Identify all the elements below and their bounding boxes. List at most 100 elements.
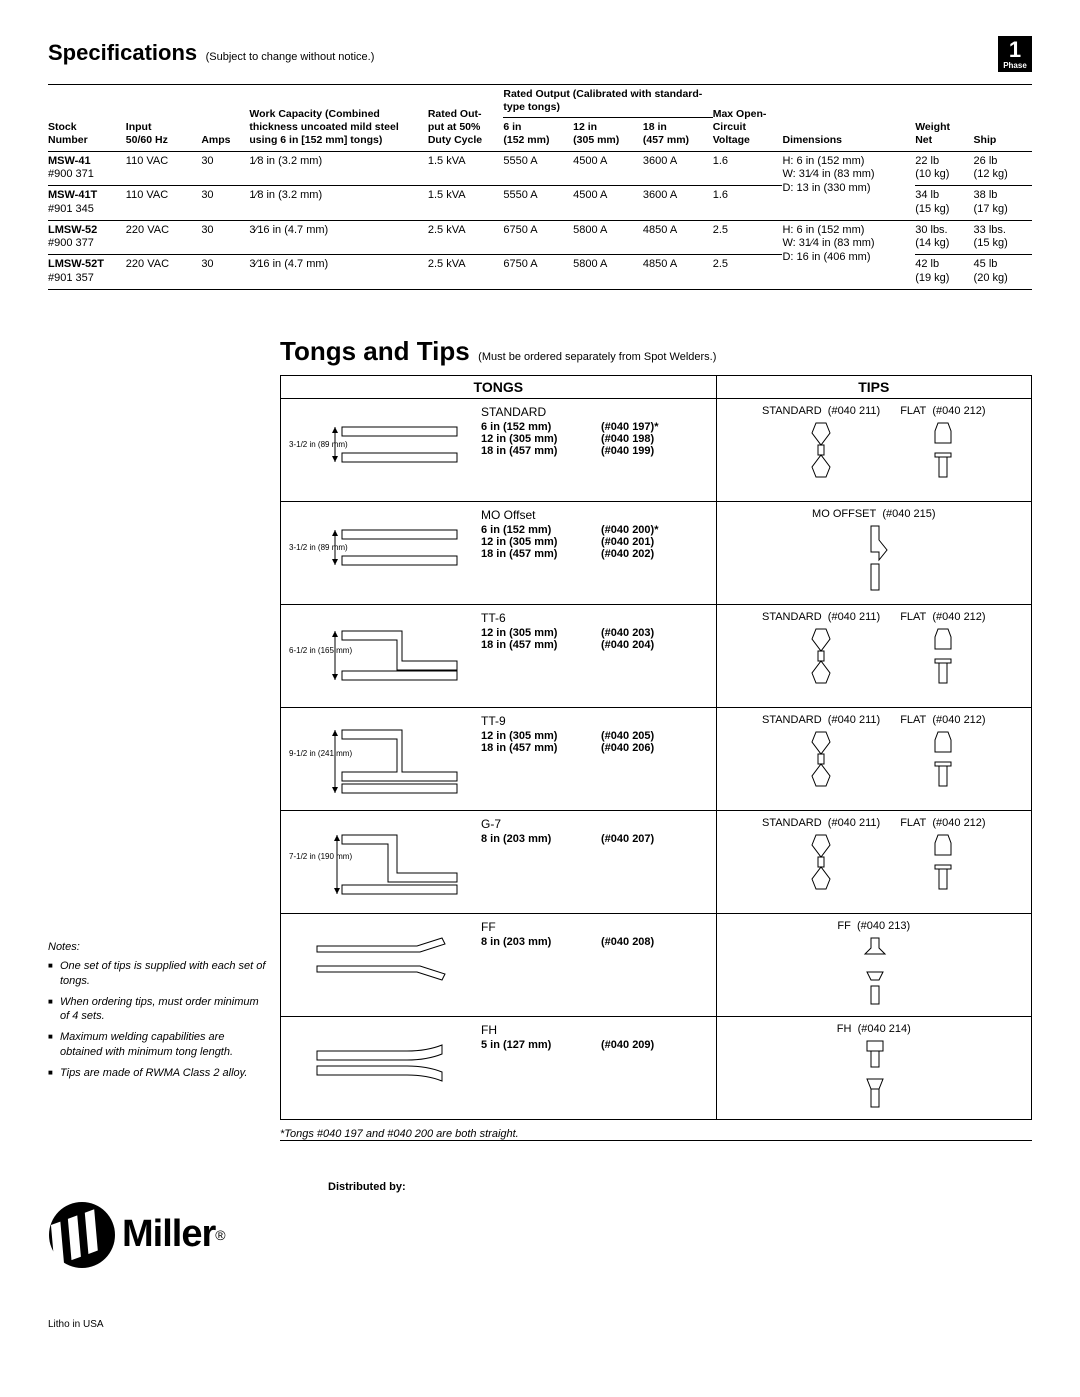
cell-amps: 30 bbox=[201, 151, 249, 186]
cell-rated: 1.5 kVA bbox=[428, 151, 504, 186]
cell-stock: MSW-41T#901 345 bbox=[48, 186, 126, 221]
cell-stock: LMSW-52#900 377 bbox=[48, 220, 126, 255]
table-row: 9-1/2 in (241 mm) TT-9 12 in (305 mm)(#0… bbox=[281, 707, 1032, 810]
table-row: 3-1/2 in (89 mm) MO Offset 6 in (152 mm)… bbox=[281, 501, 1032, 604]
col-rated: Rated Out-put at 50%Duty Cycle bbox=[428, 85, 504, 152]
specifications-title: Specifications bbox=[48, 40, 197, 65]
cell-r6: 5550 A bbox=[503, 151, 573, 186]
table-row: MSW-41#900 371 110 VAC 30 1⁄8 in (3.2 mm… bbox=[48, 151, 1032, 186]
tongs-footnote: *Tongs #040 197 and #040 200 are both st… bbox=[280, 1128, 1032, 1140]
cell-input: 220 VAC bbox=[126, 255, 202, 290]
cell-ship: 45 lb(20 kg) bbox=[974, 255, 1032, 290]
col-ratedout-head: Rated Output (Calibrated with standard-t… bbox=[503, 85, 712, 118]
tong-info: G-7 8 in (203 mm)(#040 207) bbox=[481, 817, 654, 845]
tong-name: MO Offset bbox=[481, 508, 659, 522]
tong-diagram: 7-1/2 in (190 mm) bbox=[287, 829, 467, 902]
cell-net: 42 lb(19 kg) bbox=[915, 255, 973, 290]
tong-cell: FF 8 in (203 mm)(#040 208) bbox=[281, 913, 717, 1016]
cell-capacity: 3⁄16 in (4.7 mm) bbox=[249, 255, 427, 290]
cell-rated: 2.5 kVA bbox=[428, 220, 504, 255]
cell-r18: 3600 A bbox=[643, 186, 713, 221]
tip-item: FLAT (#040 212) bbox=[900, 817, 985, 894]
cell-ocv: 1.6 bbox=[713, 186, 783, 221]
notes-block: Notes: One set of tips is supplied with … bbox=[48, 940, 268, 1087]
brand-name: Miller bbox=[122, 1213, 215, 1256]
tip-item: STANDARD (#040 211) bbox=[762, 611, 880, 688]
tips-cell: MO OFFSET (#040 215) bbox=[716, 501, 1031, 604]
col-r12: 12 in(305 mm) bbox=[573, 118, 643, 151]
table-row: 6-1/2 in (165 mm) TT-6 12 in (305 mm)(#0… bbox=[281, 604, 1032, 707]
cell-rated: 2.5 kVA bbox=[428, 255, 504, 290]
footer: Distributed by: Miller® bbox=[48, 1201, 1032, 1269]
tongs-tips-title: Tongs and Tips bbox=[280, 336, 470, 366]
cell-r6: 6750 A bbox=[503, 220, 573, 255]
cell-input: 220 VAC bbox=[126, 220, 202, 255]
svg-text:3-1/2 in (89 mm): 3-1/2 in (89 mm) bbox=[289, 543, 348, 552]
cell-rated: 1.5 kVA bbox=[428, 186, 504, 221]
tong-diagram: 3-1/2 in (89 mm) bbox=[287, 417, 467, 490]
col-ship: Ship bbox=[974, 85, 1032, 152]
notes-title: Notes: bbox=[48, 941, 80, 953]
table-row: 3-1/2 in (89 mm) STANDARD 6 in (152 mm)(… bbox=[281, 398, 1032, 501]
table-row: 7-1/2 in (190 mm) G-7 8 in (203 mm)(#040… bbox=[281, 810, 1032, 913]
tongs-tips-subtitle: (Must be ordered separately from Spot We… bbox=[478, 351, 716, 363]
tong-cell: FH 5 in (127 mm)(#040 209) bbox=[281, 1016, 717, 1119]
note-item: Tips are made of RWMA Class 2 alloy. bbox=[48, 1066, 268, 1081]
col-amps: Amps bbox=[201, 85, 249, 152]
col-tongs: TONGS bbox=[281, 375, 717, 398]
table-row: FF 8 in (203 mm)(#040 208) FF (#040 213) bbox=[281, 913, 1032, 1016]
cell-capacity: 3⁄16 in (4.7 mm) bbox=[249, 220, 427, 255]
cell-dimensions: H: 6 in (152 mm)W: 31⁄4 in (83 mm)D: 16 … bbox=[782, 220, 915, 289]
miller-logo: Miller® bbox=[48, 1201, 226, 1269]
tong-name: TT-9 bbox=[481, 714, 654, 728]
cell-ocv: 2.5 bbox=[713, 255, 783, 290]
cell-input: 110 VAC bbox=[126, 186, 202, 221]
tips-cell: STANDARD (#040 211) FLAT (#040 212) bbox=[716, 707, 1031, 810]
tong-cell: 9-1/2 in (241 mm) TT-9 12 in (305 mm)(#0… bbox=[281, 707, 717, 810]
tong-diagram: 3-1/2 in (89 mm) bbox=[287, 520, 467, 593]
cell-dimensions: H: 6 in (152 mm)W: 31⁄4 in (83 mm)D: 13 … bbox=[782, 151, 915, 220]
tips-cell: FH (#040 214) bbox=[716, 1016, 1031, 1119]
tong-cell: 6-1/2 in (165 mm) TT-6 12 in (305 mm)(#0… bbox=[281, 604, 717, 707]
cell-r18: 4850 A bbox=[643, 255, 713, 290]
tong-diagram bbox=[287, 932, 467, 1005]
cell-capacity: 1⁄8 in (3.2 mm) bbox=[249, 186, 427, 221]
tips-cell: STANDARD (#040 211) FLAT (#040 212) bbox=[716, 604, 1031, 707]
cell-ocv: 2.5 bbox=[713, 220, 783, 255]
tong-cell: 3-1/2 in (89 mm) STANDARD 6 in (152 mm)(… bbox=[281, 398, 717, 501]
cell-net: 30 lbs.(14 kg) bbox=[915, 220, 973, 255]
cell-r18: 4850 A bbox=[643, 220, 713, 255]
tip-item: FLAT (#040 212) bbox=[900, 405, 985, 482]
cell-input: 110 VAC bbox=[126, 151, 202, 186]
tips-cell: STANDARD (#040 211) FLAT (#040 212) bbox=[716, 810, 1031, 913]
cell-r6: 6750 A bbox=[503, 255, 573, 290]
tip-item: STANDARD (#040 211) bbox=[762, 405, 880, 482]
tong-cell: 7-1/2 in (190 mm) G-7 8 in (203 mm)(#040… bbox=[281, 810, 717, 913]
cell-r12: 4500 A bbox=[573, 186, 643, 221]
tong-info: STANDARD 6 in (152 mm)(#040 197)*12 in (… bbox=[481, 405, 659, 457]
svg-text:7-1/2 in (190 mm): 7-1/2 in (190 mm) bbox=[289, 852, 352, 861]
cell-r12: 5800 A bbox=[573, 255, 643, 290]
col-r6: 6 in(152 mm) bbox=[503, 118, 573, 151]
cell-ship: 38 lb(17 kg) bbox=[974, 186, 1032, 221]
specifications-table: StockNumber Input50/60 Hz Amps Work Capa… bbox=[48, 84, 1032, 290]
cell-net: 34 lb(15 kg) bbox=[915, 186, 973, 221]
phase-badge: 1 Phase bbox=[998, 36, 1032, 72]
cell-r12: 4500 A bbox=[573, 151, 643, 186]
tong-info: FF 8 in (203 mm)(#040 208) bbox=[481, 920, 654, 948]
specifications-subtitle: (Subject to change without notice.) bbox=[206, 51, 375, 63]
cell-r18: 3600 A bbox=[643, 151, 713, 186]
tong-info: TT-6 12 in (305 mm)(#040 203)18 in (457 … bbox=[481, 611, 654, 651]
cell-amps: 30 bbox=[201, 255, 249, 290]
cell-ship: 33 lbs.(15 kg) bbox=[974, 220, 1032, 255]
col-stock: StockNumber bbox=[48, 85, 126, 152]
tongs-tips-table: TONGS TIPS 3-1/2 in (89 mm) STANDARD 6 i… bbox=[280, 375, 1032, 1120]
table-row: FH 5 in (127 mm)(#040 209) FH (#040 214) bbox=[281, 1016, 1032, 1119]
col-weight-net: WeightNet bbox=[915, 85, 973, 152]
col-dimensions: Dimensions bbox=[782, 85, 915, 152]
distributed-by: Distributed by: bbox=[328, 1181, 406, 1193]
tip-item: FF (#040 213) bbox=[837, 920, 910, 1009]
tong-name: FF bbox=[481, 920, 654, 934]
table-row: LMSW-52#900 377 220 VAC 30 3⁄16 in (4.7 … bbox=[48, 220, 1032, 255]
col-input: Input50/60 Hz bbox=[126, 85, 202, 152]
